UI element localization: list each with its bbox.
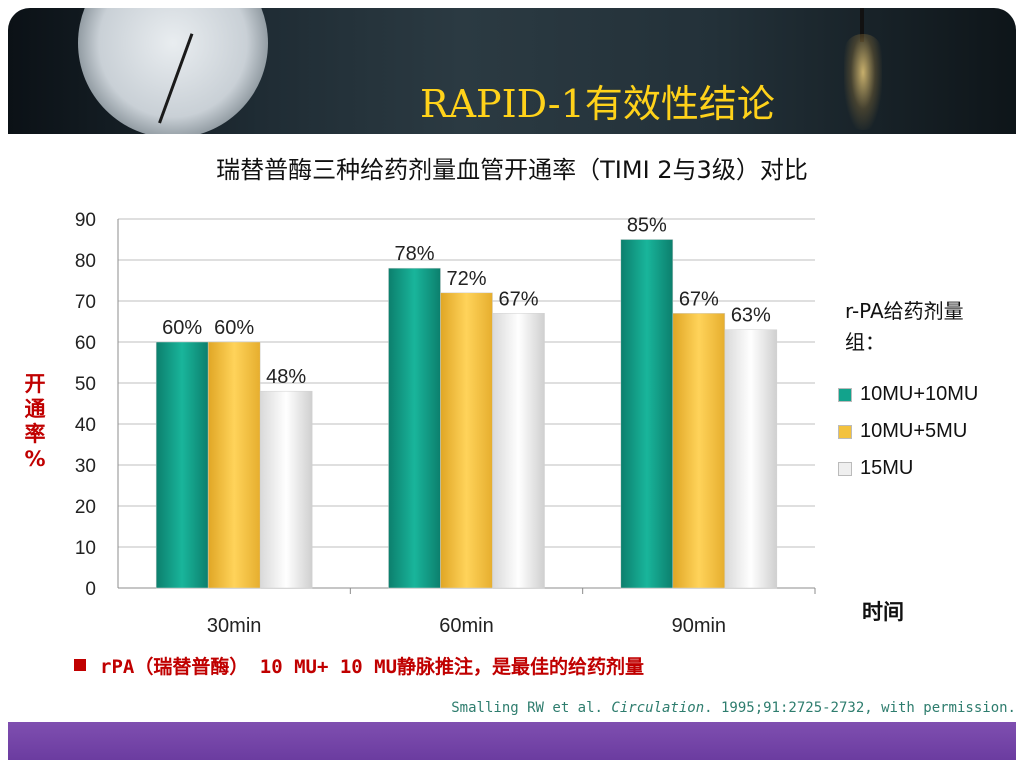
citation-journal: Circulation [611,700,705,716]
legend-title: r-PA给药剂量组： [845,299,964,354]
citation: Smalling RW et al. Circulation. 1995;91:… [451,700,1016,716]
bar [440,292,493,589]
conclusion-text: rPA（瑞替普酶） 10 MU+ 10 MU静脉推注，是最佳的给药剂量 [100,656,645,678]
x-tick-label: 30min [207,615,261,637]
bar [724,329,778,589]
bar [620,239,674,589]
y-tick-label: 40 [75,415,96,436]
data-label: 72% [446,268,486,290]
bar [207,341,261,589]
legend-label: 10MU+5MU [860,420,968,442]
header-banner: RAPID-1有效性结论 [8,8,1016,134]
legend-item: 10MU+10MU [838,376,978,413]
chart-title: 瑞替普酶三种给药剂量血管开通率（TIMI 2与3级）对比 [216,156,808,184]
citation-details: . 1995;91:2725-2732, with permission. [704,700,1016,716]
conclusion-note: rPA（瑞替普酶） 10 MU+ 10 MU静脉推注，是最佳的给药剂量 [74,652,644,679]
legend-item: 10MU+5MU [838,413,978,450]
x-tick-label: 90min [672,615,726,637]
y-tick-label: 60 [75,333,96,354]
chart-legend: 10MU+10MU 10MU+5MU 15MU [838,376,978,487]
y-tick-label: 10 [75,538,96,559]
citation-authors: Smalling RW et al. [451,700,612,716]
legend-item: 15MU [838,450,978,487]
y-axis-label-char: 率 [24,422,46,446]
y-tick-label: 70 [75,292,96,313]
data-label: 78% [394,243,434,265]
y-tick-label: 20 [75,497,96,518]
bar [155,341,209,589]
data-label: 63% [731,305,771,327]
y-tick-label: 90 [75,210,96,231]
bar [672,313,726,589]
y-tick-label: 30 [75,456,96,477]
y-axis-label-char: % [24,447,46,471]
data-label: 60% [214,317,254,339]
y-tick-label: 80 [75,251,96,272]
legend-swatch [838,461,852,476]
data-label: 67% [498,288,538,310]
y-axis-label-char: 开 [24,372,46,396]
y-axis-label: 开通率% [22,372,48,472]
data-label: 60% [162,317,202,339]
lamp-wire [860,8,864,42]
data-label: 48% [266,366,306,388]
bar [388,267,441,589]
data-label: 85% [627,215,667,237]
x-axis-label: 时间 [862,600,904,624]
y-axis-label-char: 通 [24,397,46,421]
y-tick-label: 0 [85,579,96,600]
lamp-glow [844,34,882,130]
bar [259,390,313,589]
slide-title: RAPID-1有效性结论 [420,82,775,126]
data-label: 67% [679,288,719,310]
footer-bar [8,722,1016,760]
gauge-image [78,8,268,134]
legend-label: 15MU [860,457,914,479]
y-tick-label: 50 [75,374,96,395]
x-tick-label: 60min [439,615,493,637]
legend-swatch [838,424,852,439]
legend-label: 10MU+10MU [860,383,979,405]
bar [492,313,545,589]
square-bullet-icon [74,659,86,671]
legend-swatch [838,387,852,402]
